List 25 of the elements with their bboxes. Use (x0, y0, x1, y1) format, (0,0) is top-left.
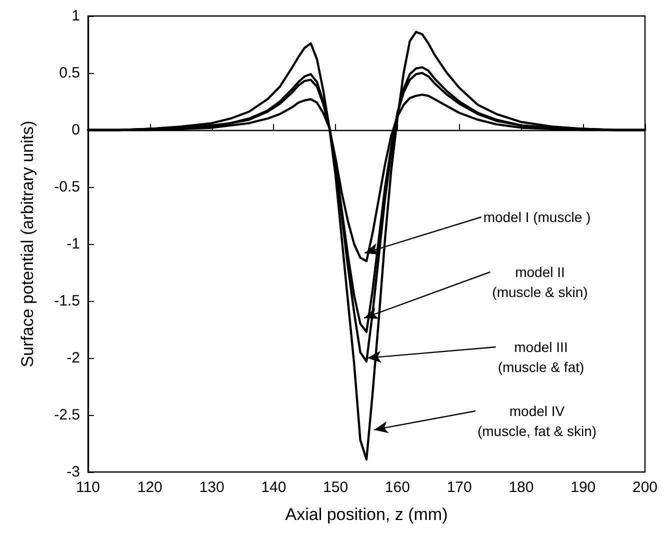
y-tick-label: -3 (66, 464, 80, 480)
annotation: model IV (muscle, fat & skin) (477, 403, 597, 439)
x-tick-label: 160 (384, 479, 410, 496)
annotation: model III (muscle & fat) (498, 339, 584, 375)
x-tick-label: 130 (199, 479, 224, 496)
y-tick-label: -2 (66, 350, 80, 366)
x-tick-label: 120 (137, 479, 162, 496)
y-tick-label: -0.5 (54, 178, 80, 196)
y-tick-label: -2.5 (54, 406, 80, 424)
y-axis-title: Surface potential (arbitrary units) (18, 120, 37, 368)
y-tick-label: 0 (72, 122, 80, 138)
y-tick-label: 1 (72, 8, 80, 24)
x-tick-label: 190 (570, 479, 596, 496)
annotation: model I (muscle ) (483, 209, 591, 225)
x-tick-label: 200 (632, 479, 658, 496)
x-tick-label: 110 (76, 479, 100, 496)
annotation: model II (muscle & skin) (492, 264, 588, 300)
x-tick-label: 140 (261, 479, 286, 496)
x-tick-label: 170 (446, 479, 472, 496)
x-tick-label: 180 (508, 479, 534, 496)
y-tick-label: -1 (66, 236, 80, 252)
x-axis-title: Axial position, z (mm) (285, 505, 448, 524)
x-tick-label: 150 (323, 479, 348, 496)
y-tick-label: -1.5 (54, 292, 80, 310)
y-tick-label: 0.5 (59, 64, 80, 82)
